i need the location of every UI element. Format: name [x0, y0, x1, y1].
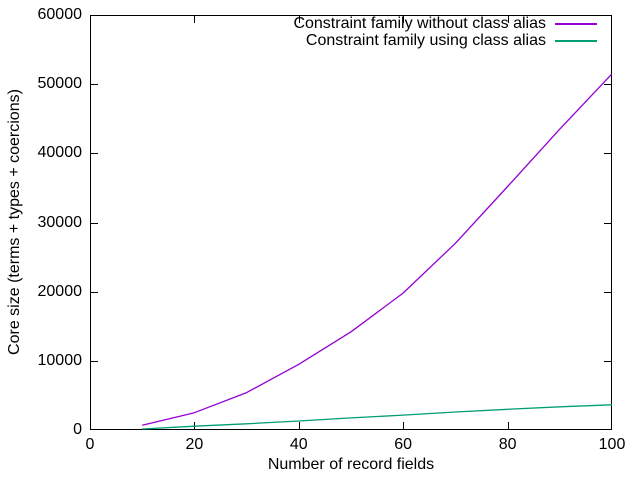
x-tick-label: 100: [598, 436, 626, 453]
x-tick-label: 80: [498, 436, 517, 453]
x-axis-title: Number of record fields: [267, 456, 435, 473]
series-line: [142, 404, 612, 430]
y-tick-label: 60000: [37, 6, 83, 23]
legend-entry: Constraint family without class alias: [293, 15, 597, 32]
y-tick-label: 50000: [37, 75, 83, 93]
x-tick-label: 60: [394, 436, 413, 453]
y-tick-label: 40000: [37, 144, 83, 162]
y-tick-label: 0: [73, 421, 82, 438]
y-tick-label: 30000: [37, 213, 83, 231]
x-tick-label: 40: [289, 436, 308, 453]
plot-area: [90, 15, 612, 430]
x-tick-label: 20: [185, 436, 204, 453]
legend-entry: Constraint family using class alias: [293, 32, 597, 49]
series-line: [142, 73, 612, 426]
plot-frame: [90, 15, 612, 430]
legend: Constraint family without class alias Con…: [293, 15, 597, 49]
legend-label: Constraint family using class alias: [305, 31, 546, 49]
legend-label: Constraint family without class alias: [293, 14, 546, 32]
y-tick-label: 20000: [37, 282, 83, 300]
legend-line-sample: [555, 39, 597, 42]
legend-line-sample: [555, 22, 597, 25]
y-tick-label: 10000: [37, 351, 83, 369]
x-tick-label: 0: [85, 436, 95, 453]
